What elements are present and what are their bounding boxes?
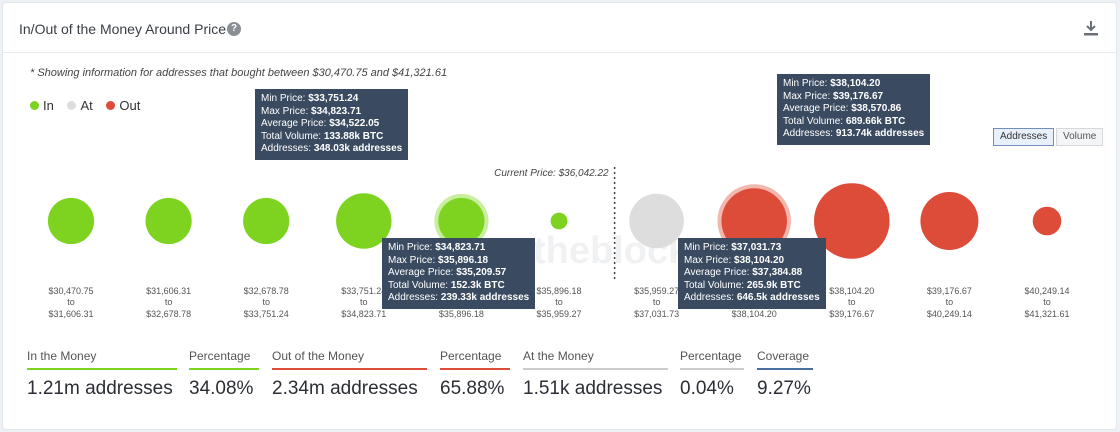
- bubble-in: [438, 197, 485, 245]
- tick-label-max: $31,606.31: [48, 309, 93, 319]
- stat-label: Percentage: [680, 349, 744, 370]
- stat-label: In the Money: [27, 349, 177, 370]
- tick-label-sep: to: [360, 297, 368, 307]
- card-title: In/Out of the Money Around Price: [19, 21, 227, 37]
- tick-label-max: $35,959.27: [536, 309, 581, 319]
- tooltip-row-volume: Total Volume: 265.9k BTC: [684, 279, 801, 291]
- bubble-at: [629, 193, 684, 249]
- question-circle-icon[interactable]: ?: [227, 22, 241, 36]
- card-header: In/Out of the Money Around Price ?: [3, 3, 1116, 53]
- tick-label-max: $33,751.24: [244, 309, 289, 319]
- stat-label: Percentage: [440, 349, 510, 370]
- stat-label: Coverage: [757, 349, 813, 370]
- tooltip-row-avg: Average Price: $34,522.05: [261, 118, 380, 130]
- stat-5: Percentage 0.04%: [680, 349, 744, 400]
- legend-item-in[interactable]: In: [30, 98, 54, 113]
- tick-label-min: $31,606.31: [146, 286, 191, 296]
- tick-label-sep: to: [1043, 297, 1051, 307]
- tick-label-sep: to: [555, 297, 563, 307]
- tick-label-max: $35,896.18: [439, 309, 484, 319]
- bubble-out: [721, 188, 787, 254]
- tooltip-row-max: Max Price: $34,823.71: [261, 105, 362, 117]
- bubble-in: [336, 193, 392, 249]
- tick-label-max: $32,678.78: [146, 309, 191, 319]
- stat-0: In the Money 1.21m addresses: [27, 349, 177, 400]
- tooltip-row-avg: Average Price: $35,209.57: [388, 267, 507, 279]
- tick-label-max: $39,176.67: [829, 309, 874, 319]
- tooltip-row-addresses: Addresses: 348.03k addresses: [261, 143, 403, 155]
- current-price-label: Current Price: $36,042.22: [494, 168, 609, 179]
- tooltip-row-min: Min Price: $37,031.73: [684, 242, 782, 253]
- tooltip-row-volume: Total Volume: 152.3k BTC: [388, 279, 505, 291]
- tick-label-min: $35,959.27: [634, 286, 679, 296]
- tick-label-min: $33,751.24: [341, 286, 386, 296]
- tick-label-min: $30,470.75: [48, 286, 93, 296]
- bubble-in: [550, 212, 568, 230]
- stat-1: Percentage 34.08%: [189, 349, 259, 400]
- tooltip-row-addresses: Addresses: 913.74k addresses: [783, 128, 925, 140]
- tick-label-min: $40,249.14: [1024, 286, 1069, 296]
- tick-label-sep: to: [262, 297, 270, 307]
- tooltip-row-addresses: Addresses: 646.5k addresses: [684, 292, 820, 304]
- toggle-volume-button[interactable]: Volume: [1056, 128, 1104, 146]
- tick-label-sep: to: [946, 297, 954, 307]
- tick-label-min: $38,104.20: [829, 286, 874, 296]
- bubble-out: [1032, 206, 1062, 236]
- bubble-out: [920, 192, 979, 250]
- tick-label-max: $40,249.14: [927, 309, 972, 319]
- tooltip-row-max: Max Price: $39,176.67: [783, 90, 884, 102]
- tooltip-row-addresses: Addresses: 239.33k addresses: [388, 292, 530, 304]
- tick-label-max: $38,104.20: [732, 309, 777, 319]
- stat-2: Out of the Money 2.34m addresses: [272, 349, 427, 400]
- stat-value: 1.21m addresses: [27, 378, 173, 399]
- tick-label-min: $32,678.78: [244, 286, 289, 296]
- stat-label: Out of the Money: [272, 349, 427, 370]
- bubble-in: [47, 197, 95, 245]
- legend-item-at[interactable]: At: [67, 98, 93, 113]
- tooltip-row-min: Min Price: $34,823.71: [388, 242, 486, 253]
- stat-value: 65.88%: [440, 378, 505, 399]
- download-icon[interactable]: [1082, 19, 1100, 37]
- tick-label-max: $34,823.71: [341, 309, 386, 319]
- tooltip-row-volume: Total Volume: 689.66k BTC: [783, 115, 906, 127]
- stat-6: Coverage 9.27%: [757, 349, 813, 400]
- legend-item-out[interactable]: Out: [106, 98, 140, 113]
- stat-label: At the Money: [523, 349, 668, 370]
- stat-value: 34.08%: [189, 378, 254, 399]
- stat-value: 2.34m addresses: [272, 378, 418, 399]
- tick-label-sep: to: [165, 297, 173, 307]
- stat-value: 0.04%: [680, 378, 734, 399]
- tooltip: Min Price: $34,823.71 Max Price: $35,896.…: [382, 238, 536, 309]
- toggle-addresses-button[interactable]: Addresses: [993, 128, 1055, 146]
- tooltip: Min Price: $33,751.24 Max Price: $34,823.…: [255, 89, 409, 160]
- tick-label-min: $35,896.18: [536, 286, 581, 296]
- stat-label: Percentage: [189, 349, 259, 370]
- legend: In At Out: [30, 98, 150, 113]
- tick-label-min: $39,176.67: [927, 286, 972, 296]
- tick-label-sep: to: [653, 297, 661, 307]
- tooltip-row-min: Min Price: $38,104.20: [783, 78, 881, 89]
- bubble-out: [814, 183, 890, 259]
- tick-label-max: $37,031.73: [634, 309, 679, 319]
- tooltip-row-avg: Average Price: $38,570.86: [783, 103, 902, 115]
- range-note: * Showing information for addresses that…: [30, 67, 448, 79]
- tooltip-row-avg: Average Price: $37,384.88: [684, 267, 803, 279]
- tooltip-row-max: Max Price: $35,896.18: [388, 254, 489, 266]
- tooltip-row-volume: Total Volume: 133.88k BTC: [261, 130, 384, 142]
- bubble-in: [243, 197, 290, 245]
- tooltip: Min Price: $37,031.73 Max Price: $38,104.…: [678, 238, 826, 309]
- tooltip: Min Price: $38,104.20 Max Price: $39,176.…: [777, 74, 931, 145]
- tick-label-sep: to: [67, 297, 75, 307]
- tooltip-row-min: Min Price: $33,751.24: [261, 93, 359, 104]
- stat-value: 9.27%: [757, 378, 811, 399]
- tick-label-max: $41,321.61: [1024, 309, 1069, 319]
- stat-value: 1.51k addresses: [523, 378, 663, 399]
- stat-3: Percentage 65.88%: [440, 349, 510, 400]
- tick-label-sep: to: [848, 297, 856, 307]
- tooltip-row-max: Max Price: $38,104.20: [684, 254, 785, 266]
- bubble-in: [145, 197, 192, 245]
- stat-4: At the Money 1.51k addresses: [523, 349, 668, 400]
